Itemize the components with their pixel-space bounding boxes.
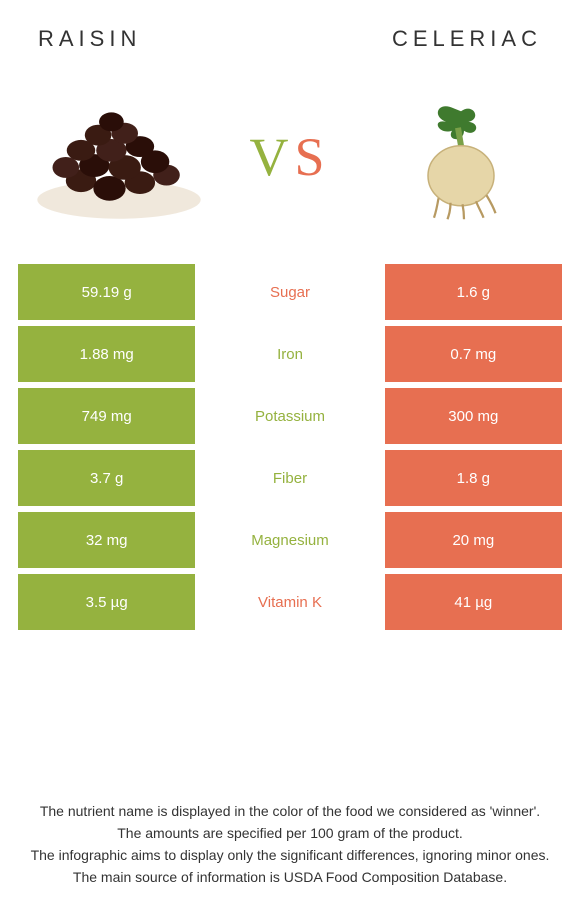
- table-row: 32 mgMagnesium20 mg: [18, 512, 562, 568]
- table-row: 3.5 µgVitamin K41 µg: [18, 574, 562, 630]
- nutrient-label: Iron: [201, 326, 378, 382]
- table-row: 59.19 gSugar1.6 g: [18, 264, 562, 320]
- vs-s: S: [294, 126, 330, 188]
- value-left: 3.5 µg: [18, 574, 195, 630]
- value-right: 1.6 g: [385, 264, 562, 320]
- value-left: 749 mg: [18, 388, 195, 444]
- nutrient-label: Sugar: [201, 264, 378, 320]
- footnotes: The nutrient name is displayed in the co…: [18, 789, 562, 890]
- nutrient-label: Potassium: [201, 388, 378, 444]
- infographic-container: Raisin Celeriac: [0, 0, 580, 904]
- nutrient-label: Vitamin K: [201, 574, 378, 630]
- celeriac-image: [366, 72, 556, 242]
- value-right: 0.7 mg: [385, 326, 562, 382]
- value-right: 1.8 g: [385, 450, 562, 506]
- footnote-line: The main source of information is USDA F…: [22, 868, 558, 887]
- value-right: 300 mg: [385, 388, 562, 444]
- footnote-line: The nutrient name is displayed in the co…: [22, 802, 558, 821]
- title-row: Raisin Celeriac: [18, 18, 562, 66]
- title-left: Raisin: [38, 26, 141, 52]
- value-left: 59.19 g: [18, 264, 195, 320]
- footnote-line: The amounts are specified per 100 gram o…: [22, 824, 558, 843]
- vs-label: VS: [249, 126, 330, 188]
- table-row: 3.7 gFiber1.8 g: [18, 450, 562, 506]
- value-left: 3.7 g: [18, 450, 195, 506]
- value-right: 20 mg: [385, 512, 562, 568]
- hero-row: VS: [18, 66, 562, 264]
- vs-v: V: [249, 126, 294, 188]
- value-right: 41 µg: [385, 574, 562, 630]
- raisin-image: [24, 72, 214, 242]
- nutrient-label: Magnesium: [201, 512, 378, 568]
- footnote-line: The infographic aims to display only the…: [22, 846, 558, 865]
- value-left: 32 mg: [18, 512, 195, 568]
- nutrient-label: Fiber: [201, 450, 378, 506]
- table-row: 749 mgPotassium300 mg: [18, 388, 562, 444]
- table-row: 1.88 mgIron0.7 mg: [18, 326, 562, 382]
- title-right: Celeriac: [392, 26, 542, 52]
- nutrient-table: 59.19 gSugar1.6 g 1.88 mgIron0.7 mg 749 mg…: [18, 264, 562, 630]
- value-left: 1.88 mg: [18, 326, 195, 382]
